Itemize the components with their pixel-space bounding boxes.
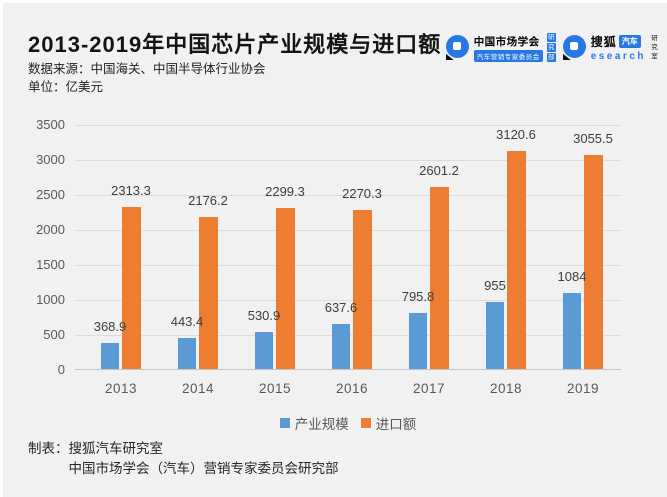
footer-credit: 制表： 搜狐汽车研究室 中国市场学会（汽车）营销专家委员会研究部 [28, 439, 339, 479]
value-label-进口额-2018: 3120.6 [496, 126, 536, 142]
bar-产业规模-2015 [255, 331, 273, 369]
value-label-进口额-2015: 2299.3 [265, 184, 305, 200]
dept-char: 研 [651, 34, 658, 42]
footer-label: 制表： [28, 441, 69, 456]
sohu-auto-logo: 搜狐 汽车 esearch 研 究 室 [562, 33, 659, 62]
value-label-产业规模-2015: 530.9 [247, 307, 281, 323]
dept-char: 室 [651, 52, 658, 60]
sohu-auto-badge: 汽车 [618, 35, 641, 48]
bar-进口额-2013 [122, 207, 141, 369]
bar-进口额-2018 [507, 150, 526, 369]
value-label-产业规模-2013: 368.9 [93, 319, 127, 335]
value-label-进口额-2019: 3055.5 [573, 131, 613, 147]
y-axis-tick-2500: 2500 [36, 187, 65, 202]
legend-swatch-产业规模 [279, 418, 290, 428]
dept-char: 究 [546, 43, 556, 52]
y-axis-tick-500: 500 [43, 327, 65, 342]
value-label-产业规模-2014: 443.4 [170, 313, 204, 329]
magnifier-r-icon [445, 35, 471, 60]
unit-text: 单位：亿美元 [28, 80, 104, 94]
sohu-brand: 搜狐 [590, 35, 617, 49]
x-axis-tick-2014: 2014 [181, 381, 215, 396]
bar-进口额-2017 [430, 186, 449, 369]
gridline-1500 [75, 265, 621, 266]
market-society-dept-label: 研 究 部 [546, 33, 556, 62]
dept-char: 究 [651, 43, 658, 51]
bar-进口额-2019 [584, 155, 603, 369]
bar-产业规模-2014 [178, 337, 196, 369]
dept-char: 部 [546, 53, 556, 62]
gridline-2500 [75, 195, 621, 196]
bar-产业规模-2013 [101, 343, 119, 369]
bar-进口额-2014 [199, 216, 218, 369]
gridline-2000 [75, 230, 621, 231]
legend-label-产业规模: 产业规模 [294, 417, 349, 432]
y-axis-tick-0: 0 [57, 362, 65, 377]
market-society-name: 中国市场学会 [473, 35, 540, 48]
gridline-3000 [75, 160, 621, 161]
gridline-3500 [75, 125, 621, 126]
sohu-research-text: esearch [590, 51, 646, 62]
y-axis-tick-1000: 1000 [36, 292, 65, 307]
value-label-产业规模-2017: 795.8 [401, 289, 435, 305]
value-label-进口额-2013: 2313.3 [111, 183, 151, 199]
market-society-logo: 中国市场学会 汽车营销专家委员会 研 究 部 [445, 33, 556, 62]
sohu-dept-label: 研 究 室 [650, 35, 659, 61]
x-axis-tick-2013: 2013 [104, 381, 138, 396]
data-source-text: 数据来源：中国海关、中国半导体行业协会 [28, 62, 266, 76]
y-axis-tick-3000: 3000 [36, 152, 65, 167]
plot-area: 368.9 2313.3 2013 443.4 2176.2 2014 530.9 2299.… [75, 125, 621, 396]
bar-产业规模-2019 [563, 293, 581, 369]
bar-进口额-2016 [353, 210, 372, 369]
x-axis-tick-2018: 2018 [489, 381, 523, 396]
magnifier-r-icon [562, 35, 588, 60]
x-axis-tick-2019: 2019 [566, 381, 600, 396]
page-title: 2013-2019年中国芯片产业规模与进口额 [28, 32, 442, 57]
x-axis-tick-2016: 2016 [335, 381, 369, 396]
legend-swatch-进口额 [360, 418, 371, 428]
y-axis-tick-1500: 1500 [36, 257, 65, 272]
market-society-subtitle: 汽车营销专家委员会 [473, 49, 543, 62]
footer-line1: 搜狐汽车研究室 [68, 441, 164, 456]
gridline-0 [75, 369, 621, 370]
legend-item-进口额: 进口额 [360, 413, 417, 433]
bar-产业规模-2018 [486, 302, 504, 369]
bar-产业规模-2017 [409, 313, 427, 369]
bar-产业规模-2016 [332, 324, 350, 369]
value-label-进口额-2014: 2176.2 [188, 192, 228, 208]
value-label-产业规模-2016: 637.6 [324, 300, 358, 316]
x-axis-tick-2015: 2015 [258, 381, 292, 396]
legend-label-进口额: 进口额 [375, 417, 417, 432]
legend-item-产业规模: 产业规模 [279, 413, 349, 433]
gridline-1000 [75, 300, 621, 301]
value-label-产业规模-2019: 1084 [557, 269, 587, 285]
value-label-进口额-2017: 2601.2 [419, 162, 459, 178]
footer-line2: 中国市场学会（汽车）营销专家委员会研究部 [68, 461, 339, 476]
logo-strip: 中国市场学会 汽车营销专家委员会 研 究 部 搜狐 汽车 esearch 研 [445, 33, 659, 62]
dept-char: 研 [546, 33, 556, 42]
chart-legend: 产业规模 进口额 [75, 414, 621, 432]
y-axis-tick-3500: 3500 [36, 117, 65, 132]
bar-进口额-2015 [276, 208, 295, 369]
value-label-产业规模-2018: 955 [484, 278, 506, 294]
x-axis-tick-2017: 2017 [412, 381, 446, 396]
y-axis-tick-2000: 2000 [36, 222, 65, 237]
value-label-进口额-2016: 2270.3 [342, 186, 382, 202]
